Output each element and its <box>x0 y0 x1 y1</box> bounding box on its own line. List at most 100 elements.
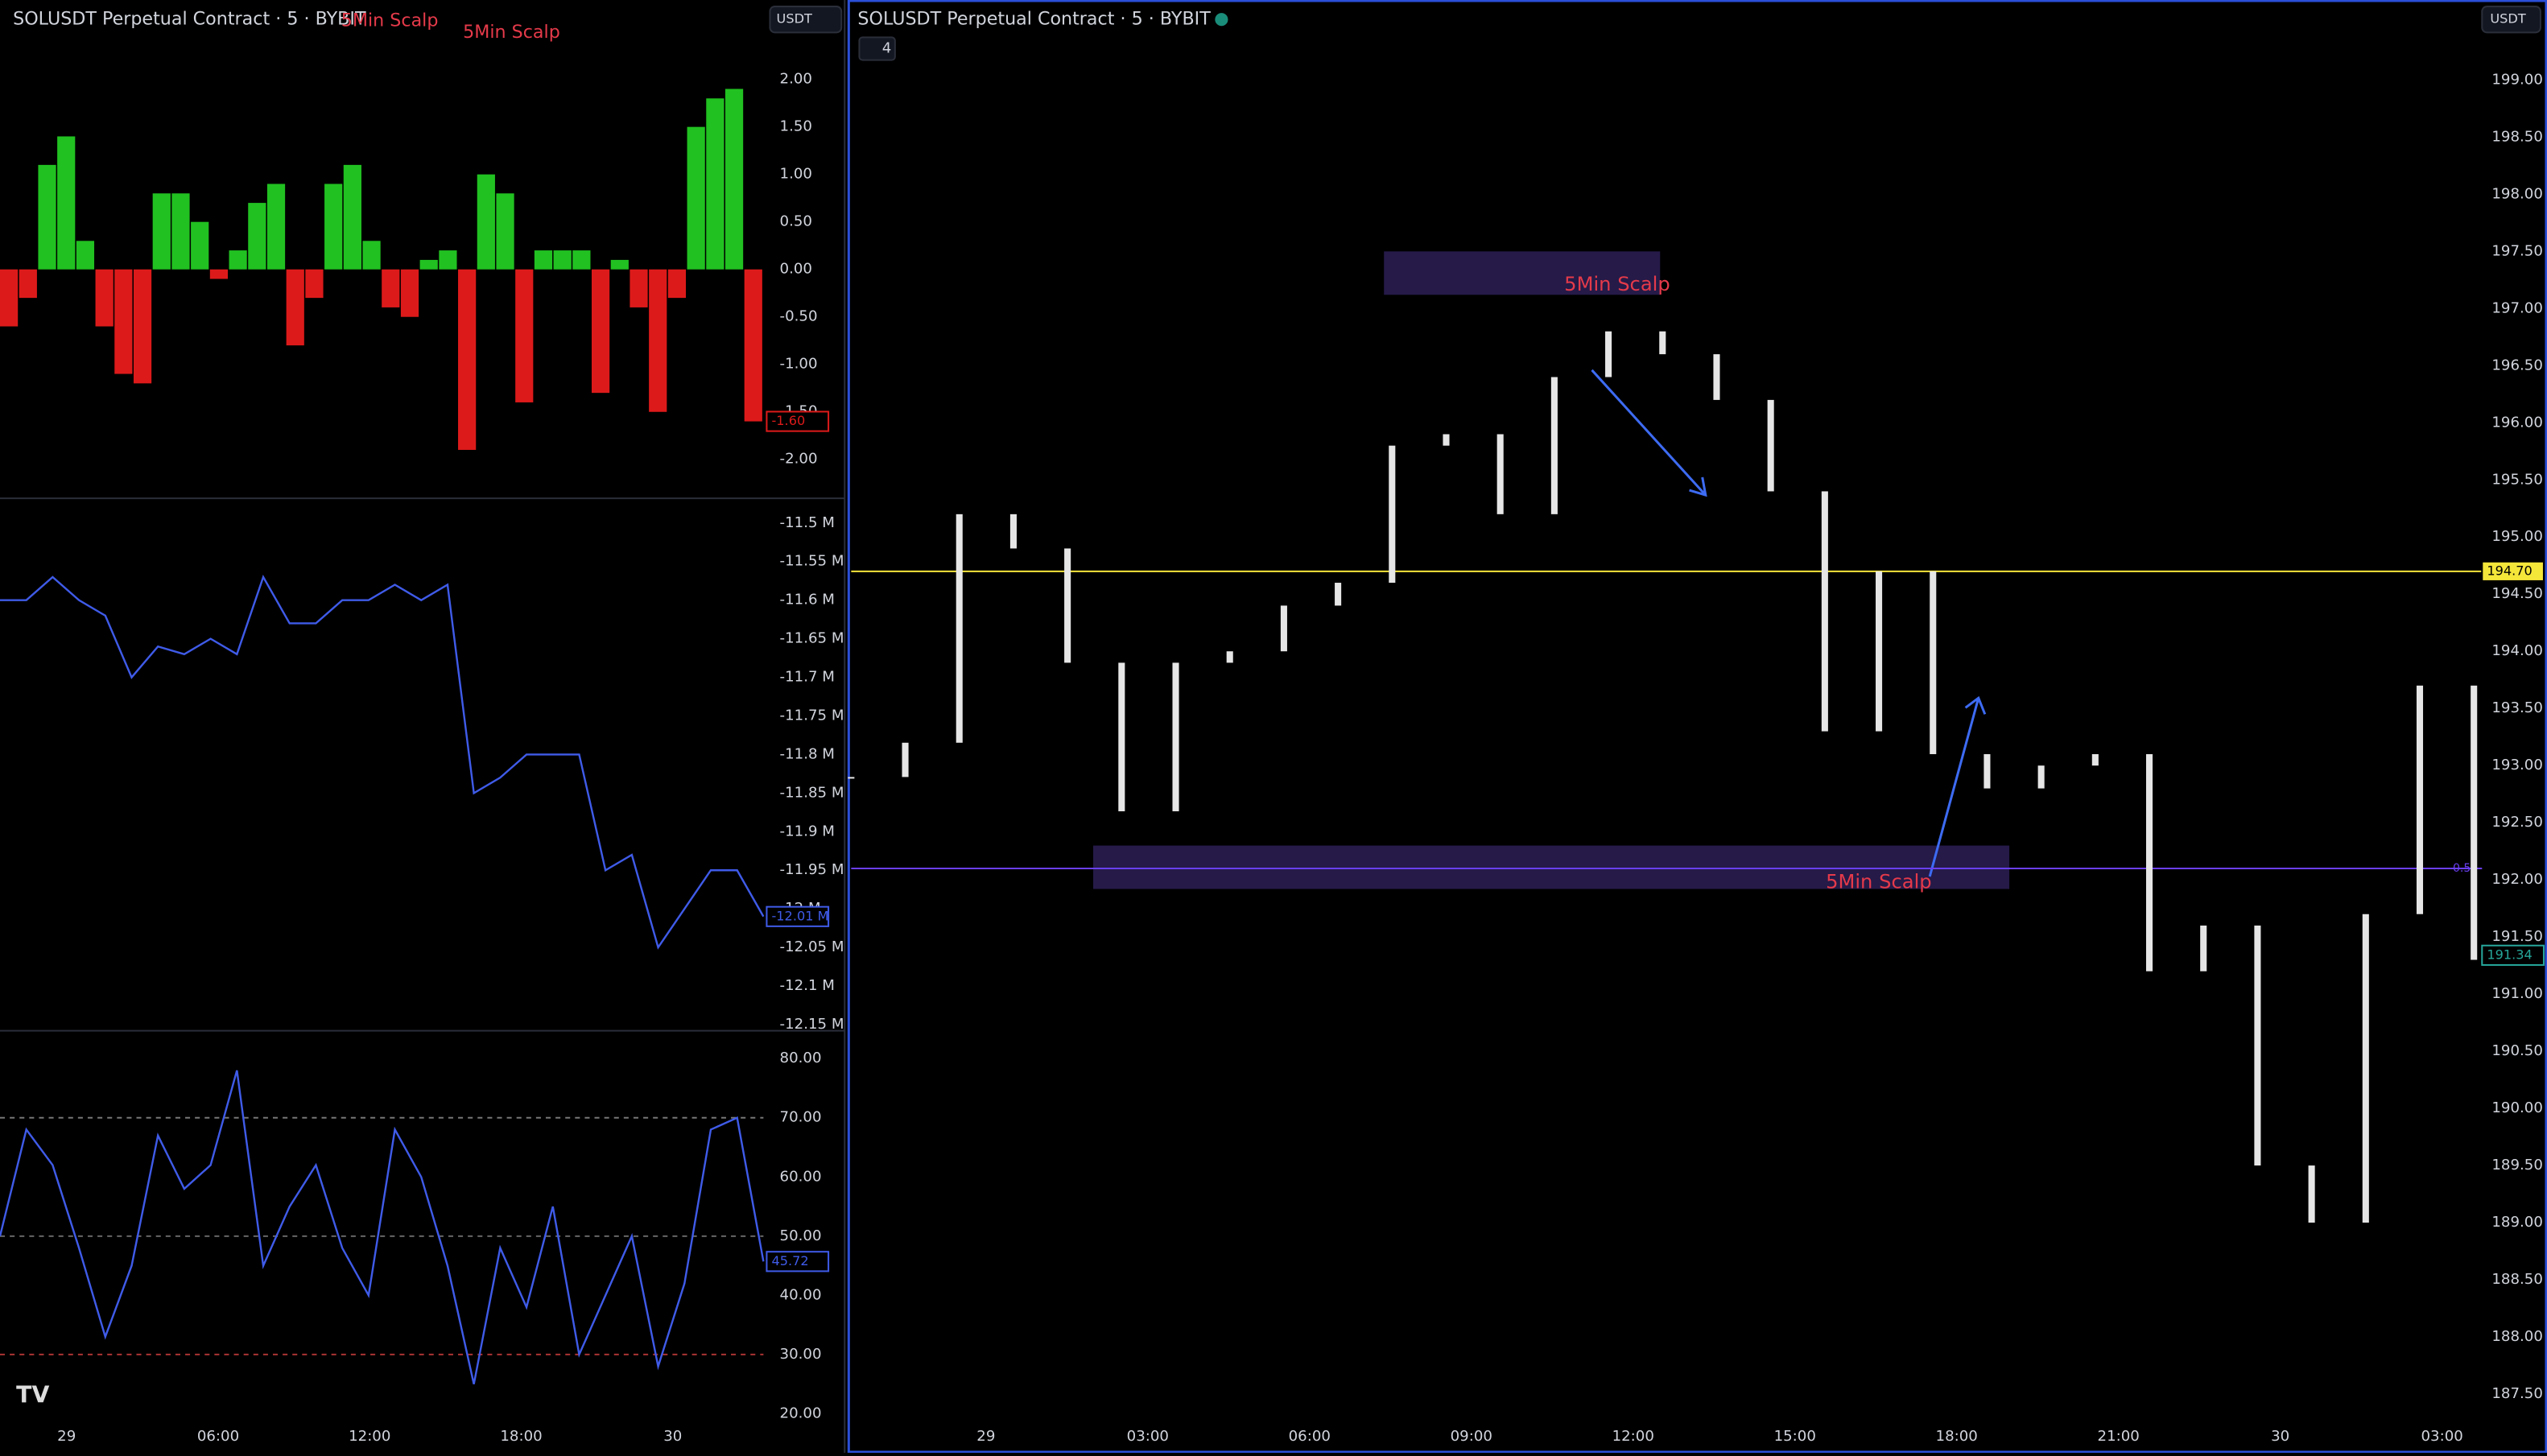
y-tick-label: 197.00 <box>2491 299 2543 316</box>
y-tick-label: 191.50 <box>2491 928 2543 945</box>
price-tag-label: 194.70 <box>2487 563 2532 578</box>
price-tag <box>766 410 830 432</box>
histogram-bar <box>724 89 744 270</box>
y-tick-label: 194.50 <box>2491 585 2543 602</box>
candle <box>1280 605 1287 652</box>
y-tick-label: 2.00 <box>780 71 812 88</box>
x-tick-label: 18:00 <box>1936 1428 1978 1445</box>
y-tick-label: 190.50 <box>2491 1042 2543 1059</box>
histogram-bar <box>458 269 477 450</box>
y-tick-label: 0.00 <box>780 261 812 278</box>
candle <box>848 777 855 779</box>
main-title: SOLUSDT Perpetual Contract · 5 · BYBIT <box>857 9 1211 30</box>
currency[interactable]: USDT <box>777 11 812 27</box>
x-tick-label: 21:00 <box>2098 1428 2140 1445</box>
candle <box>2362 914 2369 1223</box>
histogram-bar <box>477 174 495 270</box>
histogram-bar <box>57 136 76 270</box>
arrow <box>1928 695 1987 877</box>
price-tag <box>766 1251 830 1272</box>
price-tag-label: 45.72 <box>771 1253 808 1268</box>
y-tick-label: 187.50 <box>2491 1385 2543 1402</box>
scalp-label: 5Min Scalp <box>341 10 439 31</box>
candle <box>2200 925 2207 971</box>
y-tick-label: 193.00 <box>2491 757 2543 773</box>
price-tag <box>766 905 830 927</box>
x-tick-label: 06:00 <box>197 1428 239 1445</box>
y-tick-label: 195.00 <box>2491 528 2543 545</box>
candle <box>956 514 963 743</box>
x-tick-label: 30 <box>2271 1428 2289 1445</box>
zone-label: 5Min Scalp <box>1826 870 1932 893</box>
histogram-bar <box>191 221 209 270</box>
main-border <box>847 0 2547 1454</box>
candle <box>2145 753 2153 971</box>
collapse-button[interactable] <box>858 36 896 61</box>
y-tick-label: 30.00 <box>780 1346 822 1363</box>
candle <box>1876 571 1883 732</box>
x-tick-label: 18:00 <box>500 1428 542 1445</box>
histogram-bar <box>382 269 400 307</box>
candle <box>1767 399 1774 492</box>
y-tick-label: 195.50 <box>2491 471 2543 488</box>
y-tick-label: 188.50 <box>2491 1271 2543 1288</box>
y-tick-label: -2.00 <box>780 451 818 468</box>
status-dot <box>1215 13 1228 27</box>
candle <box>1443 434 1450 446</box>
histogram-bar <box>592 269 610 394</box>
histogram-bar <box>19 269 37 299</box>
candle <box>1226 651 1233 663</box>
currency-button[interactable] <box>769 6 843 34</box>
indicator-line <box>0 1070 765 1384</box>
zone-label: 5Min Scalp <box>1564 273 1670 295</box>
y-tick-label: -11.55 M <box>780 553 844 570</box>
y-tick-label: 40.00 <box>780 1286 822 1303</box>
histogram-bar <box>687 126 705 270</box>
x-tick-label: 15:00 <box>1774 1428 1816 1445</box>
histogram-bar <box>38 164 56 270</box>
y-tick-label: 1.50 <box>780 118 812 135</box>
candle <box>1118 662 1125 811</box>
y-tick-label: -11.7 M <box>780 669 835 686</box>
y-tick-label: -11.8 M <box>780 745 835 762</box>
histogram-bar <box>95 269 114 327</box>
histogram-bar <box>439 250 457 270</box>
histogram-bar <box>496 193 514 270</box>
candle <box>2254 925 2261 1166</box>
currency[interactable]: USDT <box>2490 11 2525 27</box>
candle <box>1064 548 1071 663</box>
y-tick-label: 198.50 <box>2491 128 2543 145</box>
candle <box>1659 331 1666 355</box>
histogram-bar <box>209 269 229 279</box>
candle <box>1605 331 1612 377</box>
histogram-bar <box>630 269 648 307</box>
histogram-bar <box>649 269 667 412</box>
price-tag-label: -1.60 <box>771 413 805 428</box>
candle <box>1550 377 1558 514</box>
candle <box>1172 662 1179 811</box>
y-tick-label: 196.50 <box>2491 357 2543 373</box>
histogram-bar <box>76 241 95 270</box>
y-tick-label: -11.85 M <box>780 784 844 801</box>
y-tick-label: 20.00 <box>780 1404 822 1421</box>
histogram-bar <box>343 164 361 270</box>
y-tick-label: 60.00 <box>780 1168 822 1185</box>
histogram-bar <box>515 269 534 402</box>
y-tick-label: 1.00 <box>780 166 812 183</box>
histogram-bar <box>266 184 286 270</box>
histogram-bar <box>362 241 381 270</box>
currency-button[interactable] <box>2481 6 2541 34</box>
candle <box>2091 753 2099 766</box>
histogram-bar <box>553 250 572 270</box>
candle <box>1984 753 1991 789</box>
histogram-bar <box>419 259 438 270</box>
y-tick-label: -12.15 M <box>780 1016 844 1033</box>
collapsed-count[interactable]: 4 <box>882 40 892 57</box>
x-tick-label: 29 <box>57 1428 76 1445</box>
fib-label: 0.5 <box>2453 862 2471 875</box>
y-tick-label: 189.50 <box>2491 1157 2543 1173</box>
price-tag <box>2481 560 2545 582</box>
histogram-bar <box>744 269 762 422</box>
histogram-bar <box>152 193 171 270</box>
